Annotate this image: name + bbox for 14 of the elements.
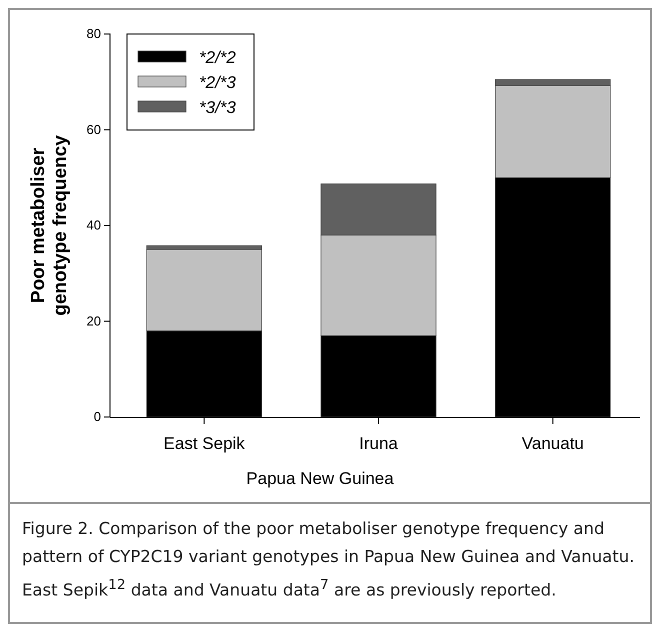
x-axis-title: Papua New Guinea [246, 469, 394, 488]
y-tick-label: 20 [86, 313, 101, 328]
legend-label: *3/*3 [199, 98, 236, 117]
x-tick-label: Iruna [359, 434, 398, 454]
y-tick-label: 40 [86, 218, 101, 233]
y-axis-title: Poor metaboliser genotype frequency [28, 134, 71, 316]
y-tick-label: 80 [86, 26, 101, 42]
y-tick-label: 0 [94, 409, 101, 424]
x-tick-label: East Sepik [164, 434, 246, 454]
legend-label: *2/*2 [199, 48, 236, 67]
y-tick-label: 60 [86, 122, 101, 137]
caption: Figure 2. Comparison of the poor metaboliser genotype frequency and pattern of CYP2C19 variant genotypes in Papua New Guinea and Vanuatu. East Sepik$^{12}$ data and Vanuatu data$^{7}$ are as previously reported. [22, 518, 636, 602]
x-tick-label: Vanuatu [522, 434, 584, 454]
legend-label: *2/*3 [199, 73, 236, 92]
